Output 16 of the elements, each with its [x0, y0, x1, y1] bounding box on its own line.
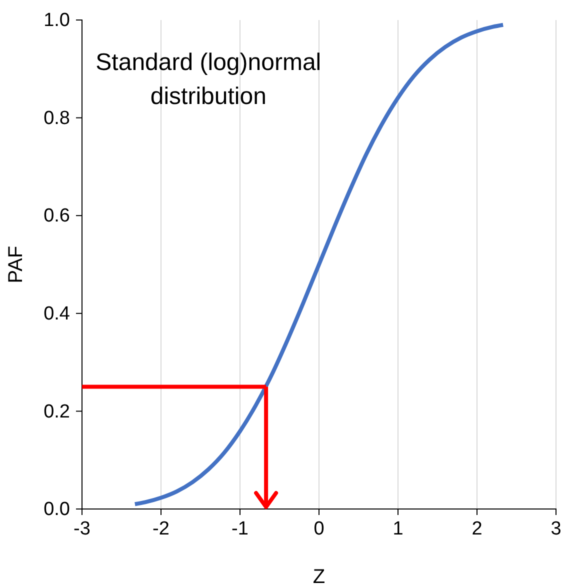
x-tick-label: 1 [392, 518, 404, 540]
y-tick-label: 0.4 [44, 303, 70, 324]
y-tick-label: 0.2 [44, 401, 70, 422]
y-tick-label: 0.6 [44, 206, 70, 227]
x-tick-label: -2 [152, 518, 170, 540]
x-tick-label: 2 [472, 518, 482, 540]
annotation: Standard (log)normal distribution [96, 49, 322, 110]
y-axis-title: PAF [5, 246, 27, 284]
x-tick-label: -3 [74, 518, 90, 540]
x-tick-label: -1 [232, 518, 248, 540]
y-tick-label: 1.0 [44, 10, 70, 32]
x-tick-label: 3 [550, 518, 562, 540]
x-tick-label: 0 [314, 518, 324, 540]
y-tick-label: 0.8 [44, 108, 70, 129]
y-tick-label: 0.0 [44, 499, 70, 520]
x-axis-title: Z [312, 566, 326, 587]
